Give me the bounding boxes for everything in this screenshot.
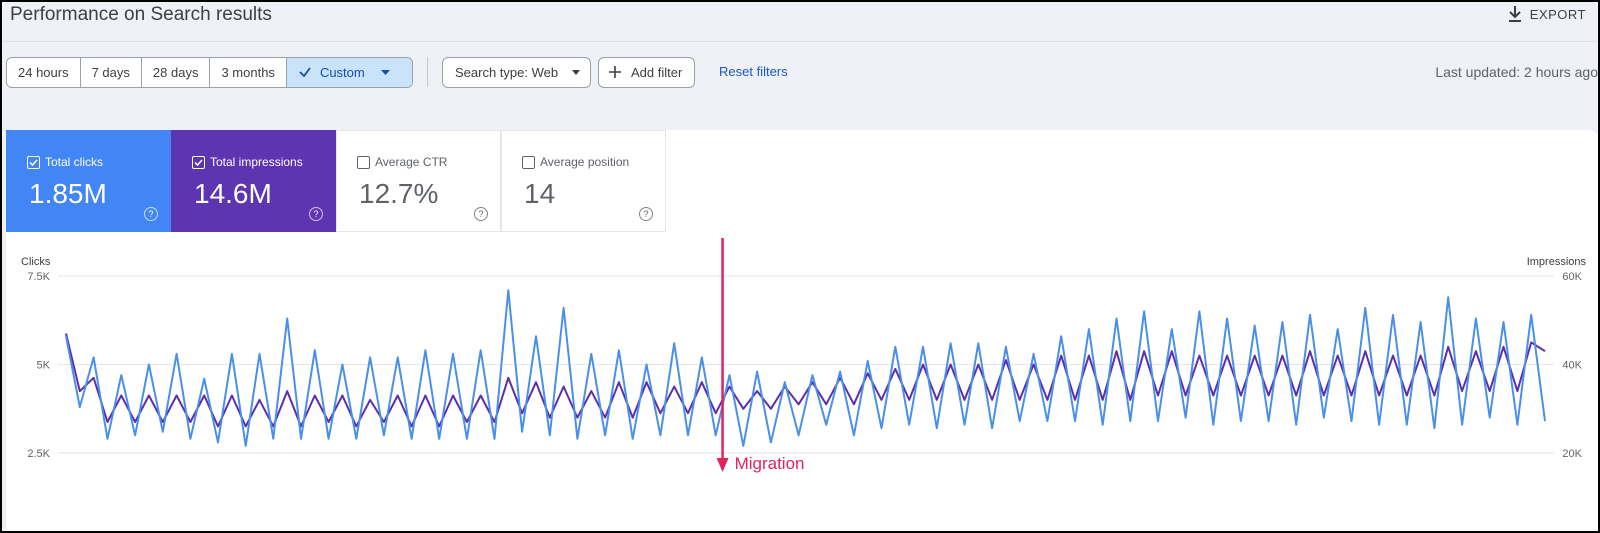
reset-filters-link[interactable]: Reset filters <box>719 64 788 79</box>
metric-label-text: Total impressions <box>210 155 303 169</box>
metric-label-text: Total clicks <box>45 155 104 169</box>
y2-tick-label: 40K <box>1562 360 1582 372</box>
check-icon <box>29 159 38 167</box>
y-axis-title: Clicks <box>21 256 51 268</box>
dropdown-icon <box>380 70 390 75</box>
range-button[interactable]: 7 days <box>80 58 142 87</box>
y2-axis-title: Impressions <box>1527 256 1587 268</box>
help-icon[interactable]: ? <box>639 207 653 221</box>
check-icon <box>194 159 203 167</box>
metric-label: Average CTR <box>357 155 447 169</box>
metric-value: 1.85M <box>29 178 107 209</box>
help-icon[interactable]: ? <box>474 207 488 221</box>
add-filter-button[interactable]: Add filter <box>598 57 696 88</box>
chart: 2.5K 5K 7.5K 20K 40K 60K Clicks Impressions Migr… <box>21 238 1587 473</box>
metric-card[interactable]: Average CTR 12.7%? <box>336 130 501 232</box>
range-button[interactable]: Custom <box>286 58 412 87</box>
metric-label: Total clicks <box>27 155 103 169</box>
metric-card[interactable]: Total clicks 1.85M? <box>6 130 171 232</box>
search-type-label: Search type: Web <box>455 65 559 80</box>
export-label: EXPORT <box>1529 7 1586 22</box>
checkbox <box>27 156 40 169</box>
metric-label-text: Average CTR <box>375 155 448 169</box>
plus-icon <box>609 66 621 78</box>
range-button[interactable]: 3 months <box>210 58 287 87</box>
metric-value: 14 <box>524 178 556 209</box>
metric-card[interactable]: Average position 14? <box>501 130 666 232</box>
help-icon[interactable]: ? <box>309 207 323 221</box>
metric-label: Average position <box>522 155 629 169</box>
metric-value: 12.7% <box>359 178 439 209</box>
y-tick-label: 7.5K <box>27 271 50 283</box>
separator <box>427 57 428 87</box>
y2-tick-label: 20K <box>1562 448 1582 460</box>
range-label: Custom <box>319 65 365 80</box>
search-type-button[interactable]: Search type: Web <box>442 57 592 88</box>
range-label: 28 days <box>152 65 199 80</box>
range-button[interactable]: 28 days <box>141 58 211 87</box>
range-label: 24 hours <box>18 65 69 80</box>
help-icon[interactable]: ? <box>144 207 158 221</box>
check-icon <box>299 67 311 78</box>
range-label: 7 days <box>91 65 130 80</box>
export-button[interactable]: EXPORT <box>1508 6 1586 22</box>
y2-tick-label: 60K <box>1562 271 1582 283</box>
metric-card[interactable]: Total impressions 14.6M? <box>171 130 336 232</box>
last-updated: Last updated: 2 hours ago <box>1435 64 1598 80</box>
annotation-label: Migration <box>735 454 805 473</box>
y-tick-label: 5K <box>37 360 51 372</box>
metric-label-text: Average position <box>540 155 630 169</box>
dropdown-icon <box>572 70 581 75</box>
series-line <box>65 333 1546 428</box>
range-button[interactable]: 24 hours <box>7 58 81 87</box>
range-label: 3 months <box>221 65 275 80</box>
download-icon <box>1508 6 1521 22</box>
y-tick-label: 2.5K <box>27 448 50 460</box>
checkbox <box>357 156 370 169</box>
checkbox <box>522 156 535 169</box>
arrow-head <box>716 458 729 472</box>
page-title: Performance on Search results <box>10 4 272 25</box>
divider <box>2 41 1598 42</box>
date-range-group: 24 hours 7 days 28 days 3 months Custom <box>6 57 413 88</box>
add-filter-label: Add filter <box>631 65 683 80</box>
metric-value: 14.6M <box>194 178 272 209</box>
metric-label: Total impressions <box>192 155 303 169</box>
checkbox <box>192 156 205 169</box>
series-line <box>65 289 1546 447</box>
